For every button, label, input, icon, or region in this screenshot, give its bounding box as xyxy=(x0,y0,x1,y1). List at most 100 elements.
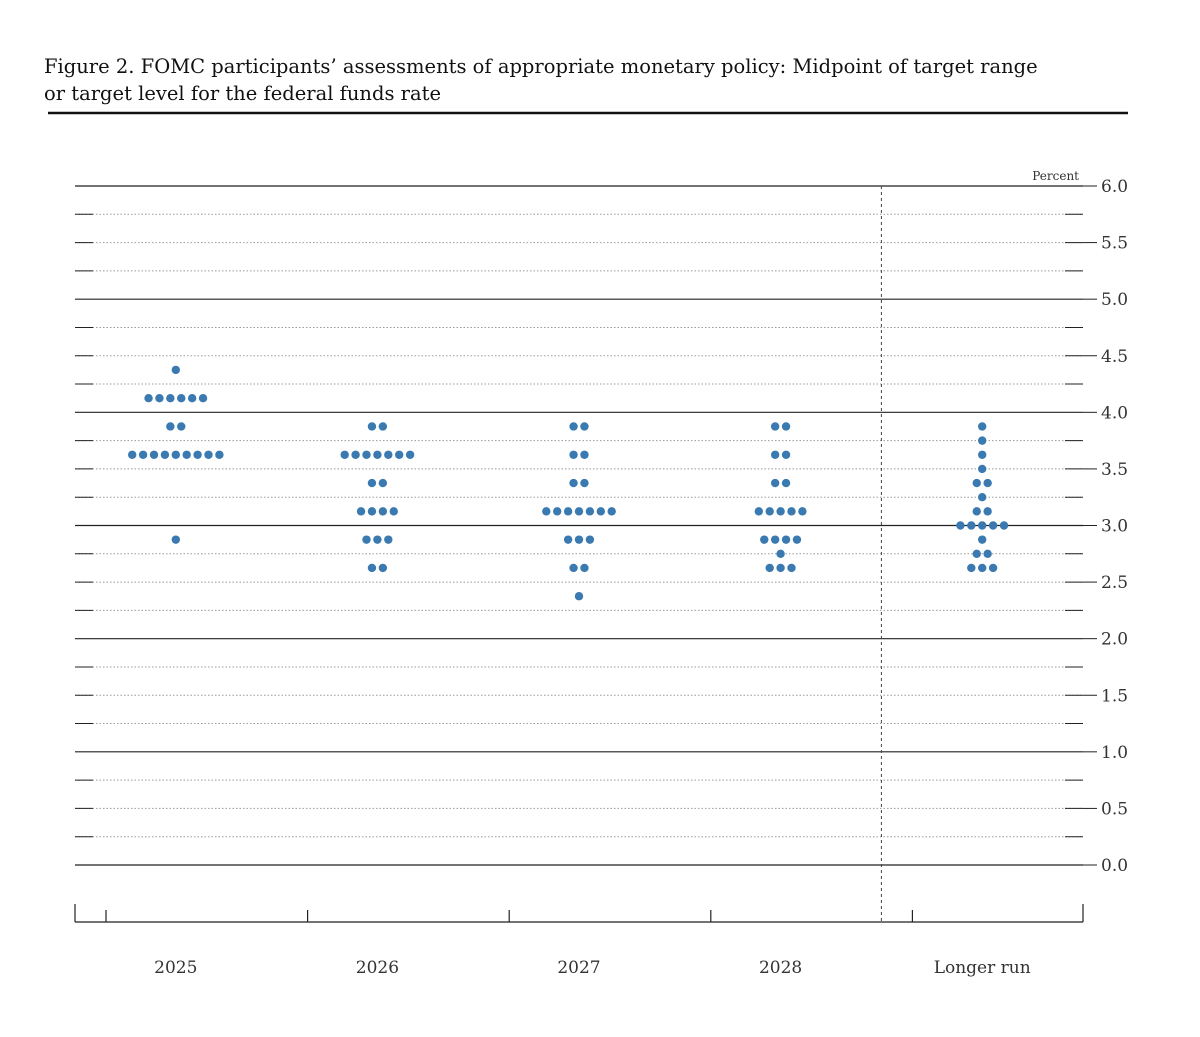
participant-dot xyxy=(384,535,393,544)
participant-dot xyxy=(792,535,802,544)
participant-dot xyxy=(978,422,987,431)
participant-dot xyxy=(596,507,605,516)
participant-dot xyxy=(171,450,180,459)
participant-dot xyxy=(144,393,153,403)
participant-dot xyxy=(574,507,584,516)
participant-dot xyxy=(978,436,987,445)
participant-dot xyxy=(580,563,589,573)
participant-dot xyxy=(356,507,366,516)
participant-dot xyxy=(204,450,213,459)
participant-dot xyxy=(367,507,377,516)
participant-dot xyxy=(351,450,360,459)
participant-dot xyxy=(128,450,137,459)
participant-dot xyxy=(776,549,785,558)
participant-dot xyxy=(563,507,573,516)
participant-dot xyxy=(373,535,382,544)
participant-dot xyxy=(563,535,573,544)
participant-dot xyxy=(765,563,774,573)
participant-dot xyxy=(166,393,175,403)
participant-dot xyxy=(787,507,796,516)
participant-dot xyxy=(988,563,998,573)
participant-dot xyxy=(553,507,562,516)
participant-dot xyxy=(781,478,791,488)
participant-dot xyxy=(177,393,186,403)
y-tick-label: 0.0 xyxy=(1101,856,1128,876)
participant-dot xyxy=(781,535,791,544)
participant-dot xyxy=(373,450,382,459)
participant-dot xyxy=(580,422,589,431)
y-tick-label: 1.5 xyxy=(1101,686,1128,706)
participant-dot xyxy=(389,507,398,516)
participant-dot xyxy=(378,563,388,573)
y-tick-label: 5.0 xyxy=(1101,290,1128,310)
chart-title-line-2: or target level for the federal funds ra… xyxy=(44,82,441,105)
participant-dot xyxy=(149,450,159,459)
participant-dot xyxy=(187,393,197,403)
participant-dot xyxy=(967,563,976,573)
participant-dot xyxy=(781,450,791,459)
participant-dot xyxy=(384,450,393,459)
participant-dot xyxy=(367,478,377,488)
participant-dot xyxy=(171,365,180,375)
participant-dot xyxy=(569,450,578,459)
y-tick-label: 2.5 xyxy=(1101,573,1128,593)
participant-dot xyxy=(983,478,992,488)
participant-dot xyxy=(585,507,595,516)
participant-dot xyxy=(776,507,785,516)
participant-dot xyxy=(574,592,584,601)
gridlines xyxy=(75,185,1097,866)
participant-dot xyxy=(770,478,780,488)
participant-dot xyxy=(405,450,415,459)
x-category-label: 2025 xyxy=(154,958,197,978)
x-category-label: 2027 xyxy=(557,958,600,978)
participant-dot xyxy=(177,422,186,431)
participant-dot xyxy=(978,535,987,544)
y-tick-label: 0.5 xyxy=(1101,799,1128,819)
y-tick-label: 2.0 xyxy=(1101,630,1128,650)
participant-dot xyxy=(798,507,807,516)
participant-dot xyxy=(171,535,180,544)
participant-dot xyxy=(580,478,589,488)
dots xyxy=(128,365,1009,601)
participant-dot xyxy=(978,563,987,573)
participant-dot xyxy=(983,507,992,516)
participant-dot xyxy=(580,450,589,459)
x-category-labels: 2025 2026 2027 2028 Longer run xyxy=(154,958,1031,978)
chart-title-line-1: Figure 2. FOMC participants’ assessments… xyxy=(44,55,1038,78)
participant-dot xyxy=(138,450,148,459)
y-tick-label: 4.5 xyxy=(1101,347,1128,367)
participant-dot xyxy=(198,393,208,403)
y-unit-label: Percent xyxy=(1032,169,1079,183)
participant-dot xyxy=(978,450,987,459)
x-category-label: 2028 xyxy=(759,958,802,978)
participant-dot xyxy=(770,535,780,544)
participant-dot xyxy=(983,549,992,558)
participant-dot xyxy=(770,422,780,431)
participant-dot xyxy=(378,422,388,431)
participant-dot xyxy=(776,563,785,573)
participant-dot xyxy=(362,535,371,544)
y-tick-label: 4.0 xyxy=(1101,403,1128,423)
participant-dot xyxy=(542,507,551,516)
participant-dot xyxy=(367,563,377,573)
y-tick-label: 1.0 xyxy=(1101,743,1128,763)
y-tick-label: 3.5 xyxy=(1101,460,1128,480)
participant-dot xyxy=(367,422,377,431)
participant-dot xyxy=(166,422,175,431)
participant-dot xyxy=(569,563,578,573)
participant-dot xyxy=(155,393,164,403)
participant-dot xyxy=(999,521,1009,530)
participant-dot xyxy=(988,521,998,530)
participant-dot xyxy=(754,507,763,516)
participant-dot xyxy=(967,521,976,530)
y-tick-label: 5.5 xyxy=(1101,234,1128,254)
participant-dot xyxy=(972,478,981,488)
participant-dot xyxy=(978,464,987,474)
participant-dot xyxy=(569,478,578,488)
participant-dot xyxy=(760,535,769,544)
participant-dot xyxy=(770,450,780,459)
participant-dot xyxy=(978,493,987,502)
participant-dot xyxy=(972,507,981,516)
participant-dot xyxy=(607,507,616,516)
